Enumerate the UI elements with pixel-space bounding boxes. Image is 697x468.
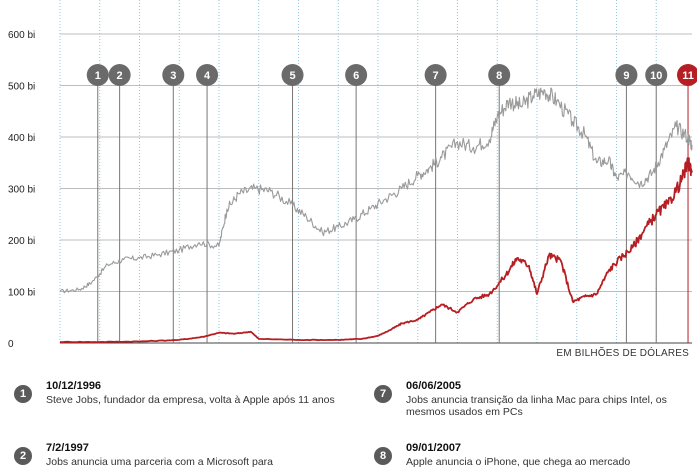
event-description: Jobs anuncia uma parceria com a Microsof… (46, 456, 274, 468)
event-marker-number: 2 (117, 70, 123, 82)
event-marker-badge (345, 64, 368, 86)
y-tick-label: 500 bi (8, 82, 35, 93)
event-number-badge: 2 (14, 447, 32, 465)
event-marker-number: 1 (95, 70, 101, 82)
event-marker-badge (645, 64, 668, 86)
event-description: Jobs anuncia transição da linha Mac para… (406, 394, 667, 418)
event-number-badge: 1 (14, 385, 32, 403)
event-number-badge: 7 (374, 385, 392, 403)
event-marker-badge (86, 64, 109, 86)
event-marker-number: 8 (496, 70, 502, 82)
y-tick-label: 600 bi (8, 30, 35, 41)
event-date: 10/12/1996 (46, 380, 102, 392)
event-number-badge: 8 (374, 447, 392, 465)
event-marker-number: 6 (353, 70, 359, 82)
event-marker-number: 10 (650, 70, 662, 82)
event-marker-badge (162, 64, 185, 86)
series-line (59, 87, 693, 294)
event-marker-badge (196, 64, 219, 86)
event-date: 09/01/2007 (406, 442, 462, 454)
y-tick-label: 400 bi (8, 133, 35, 144)
event-marker-badge (424, 64, 447, 86)
event-marker-number: 3 (170, 70, 176, 82)
y-tick-label: 200 bi (8, 236, 35, 247)
event-marker-number: 9 (623, 70, 629, 82)
event-marker-number: 11 (682, 70, 694, 82)
event-marker-number: 7 (433, 70, 439, 82)
series-line (59, 157, 693, 344)
event-marker-badge (677, 64, 697, 86)
event-date: 06/06/2005 (406, 380, 462, 392)
event-date: 7/2/1997 (46, 442, 89, 454)
y-tick-label: 0 (8, 339, 14, 350)
event-marker-number: 4 (204, 70, 211, 82)
event-description: Apple anuncia o iPhone, que chega ao mer… (406, 456, 631, 468)
unit-label: EM BILHÕES DE DÓLARES (556, 348, 689, 359)
chart-area: 0 100 bi 200 bi 300 bi 400 bi 500 bi 600 bi 1 2 3… (8, 0, 697, 350)
event-description: Steve Jobs, fundador da empresa, volta à… (46, 394, 335, 406)
event-marker-badge (488, 64, 511, 86)
y-tick-label: 300 bi (8, 185, 35, 196)
y-tick-label: 100 bi (8, 288, 35, 299)
event-marker-badge (615, 64, 638, 86)
event-marker-number: 5 (289, 70, 295, 82)
event-marker-badge (281, 64, 304, 86)
event-notes: 1 10/12/1996 Steve Jobs, fundador da emp… (0, 372, 697, 468)
event-marker-badge (108, 64, 131, 86)
